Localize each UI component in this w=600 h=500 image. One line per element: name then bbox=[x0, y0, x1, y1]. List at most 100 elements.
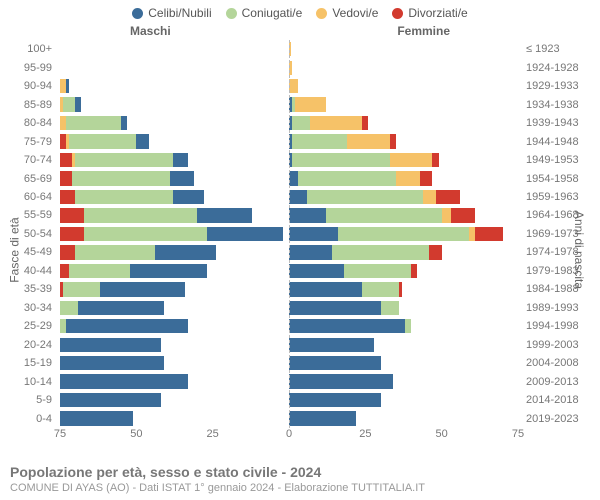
bar-segment bbox=[475, 227, 502, 241]
bar-male bbox=[60, 151, 289, 169]
birth-year-label: 1929-1933 bbox=[526, 77, 600, 95]
bar-segment bbox=[289, 374, 393, 388]
x-tick-label: 0 bbox=[286, 428, 292, 440]
bar-segment bbox=[60, 393, 161, 407]
bar-segment bbox=[289, 171, 298, 185]
bar-male bbox=[60, 206, 289, 224]
bar-segment bbox=[75, 190, 173, 204]
bar-segment bbox=[60, 171, 72, 185]
legend-swatch bbox=[132, 8, 143, 19]
bar-segment bbox=[60, 411, 133, 425]
age-label: 90-94 bbox=[0, 77, 52, 95]
age-label: 60-64 bbox=[0, 188, 52, 206]
bar-segment bbox=[289, 208, 326, 222]
y-axis-title-right: Anni di nascita bbox=[572, 211, 586, 289]
y-right-birth-labels: ≤ 19231924-19281929-19331934-19381939-19… bbox=[522, 40, 600, 428]
bar-segment bbox=[390, 134, 396, 148]
x-axis: 7550250255075 bbox=[60, 428, 518, 444]
legend-item: Celibi/Nubili bbox=[132, 6, 211, 20]
birth-year-label: 1994-1998 bbox=[526, 317, 600, 335]
bar-female bbox=[289, 188, 518, 206]
bar-segment bbox=[420, 171, 432, 185]
bar-female bbox=[289, 391, 518, 409]
bar-segment bbox=[130, 264, 206, 278]
birth-year-label: 1989-1993 bbox=[526, 299, 600, 317]
bar-female bbox=[289, 372, 518, 390]
bar-segment bbox=[60, 153, 72, 167]
bar-segment bbox=[60, 356, 164, 370]
legend-swatch bbox=[226, 8, 237, 19]
age-label: 70-74 bbox=[0, 151, 52, 169]
bar-male bbox=[60, 188, 289, 206]
bar-male bbox=[60, 40, 289, 58]
legend-item: Divorziati/e bbox=[392, 6, 467, 20]
birth-year-label: 1969-1973 bbox=[526, 225, 600, 243]
bar-segment bbox=[289, 319, 405, 333]
y-axis-title-left: Fasce di età bbox=[8, 217, 22, 282]
bar-segment bbox=[197, 208, 252, 222]
age-label: 80-84 bbox=[0, 114, 52, 132]
bar-segment bbox=[390, 153, 433, 167]
bar-female bbox=[289, 225, 518, 243]
bar-female bbox=[289, 151, 518, 169]
bar-male bbox=[60, 58, 289, 76]
birth-year-label: 1959-1963 bbox=[526, 188, 600, 206]
bar-male bbox=[60, 77, 289, 95]
bar-female bbox=[289, 336, 518, 354]
chart-subtitle: COMUNE DI AYAS (AO) - Dati ISTAT 1° genn… bbox=[10, 482, 590, 494]
bar-segment bbox=[332, 245, 430, 259]
bar-female bbox=[289, 354, 518, 372]
bar-segment bbox=[399, 282, 402, 296]
age-label: 65-69 bbox=[0, 169, 52, 187]
age-label: 20-24 bbox=[0, 336, 52, 354]
bar-segment bbox=[136, 134, 148, 148]
bar-segment bbox=[289, 79, 298, 93]
bar-female bbox=[289, 169, 518, 187]
bar-segment bbox=[60, 208, 84, 222]
bar-female bbox=[289, 299, 518, 317]
birth-year-label: 2004-2008 bbox=[526, 354, 600, 372]
bar-segment bbox=[207, 227, 283, 241]
birth-year-label: 1964-1968 bbox=[526, 206, 600, 224]
bar-female bbox=[289, 409, 518, 427]
age-label: 10-14 bbox=[0, 372, 52, 390]
age-label: 95-99 bbox=[0, 58, 52, 76]
bar-segment bbox=[442, 208, 451, 222]
bar-male bbox=[60, 372, 289, 390]
birth-year-label: 1949-1953 bbox=[526, 151, 600, 169]
legend-swatch bbox=[316, 8, 327, 19]
chart-title: Popolazione per età, sesso e stato civil… bbox=[10, 464, 590, 480]
bar-female bbox=[289, 262, 518, 280]
age-label: 0-4 bbox=[0, 409, 52, 427]
bar-segment bbox=[78, 301, 163, 315]
bar-segment bbox=[289, 245, 332, 259]
birth-year-label: 1924-1928 bbox=[526, 58, 600, 76]
bar-female bbox=[289, 317, 518, 335]
x-tick-label: 25 bbox=[359, 428, 371, 440]
bar-segment bbox=[289, 190, 307, 204]
bar-female bbox=[289, 95, 518, 113]
bar-segment bbox=[155, 245, 216, 259]
bar-segment bbox=[381, 301, 399, 315]
bar-segment bbox=[75, 245, 154, 259]
bar-male bbox=[60, 169, 289, 187]
bar-female bbox=[289, 280, 518, 298]
bar-segment bbox=[289, 411, 356, 425]
bar-segment bbox=[173, 190, 204, 204]
bar-segment bbox=[69, 264, 130, 278]
bar-male bbox=[60, 409, 289, 427]
bar-segment bbox=[60, 264, 69, 278]
bar-segment bbox=[292, 116, 310, 130]
age-label: 100+ bbox=[0, 40, 52, 58]
bar-segment bbox=[436, 190, 460, 204]
bar-female bbox=[289, 58, 518, 76]
bar-segment bbox=[60, 190, 75, 204]
bar-segment bbox=[405, 319, 411, 333]
bar-male bbox=[60, 280, 289, 298]
bar-segment bbox=[60, 374, 188, 388]
bar-male bbox=[60, 95, 289, 113]
bar-segment bbox=[411, 264, 417, 278]
bar-segment bbox=[289, 393, 381, 407]
bar-female bbox=[289, 77, 518, 95]
birth-year-label: 1979-1983 bbox=[526, 262, 600, 280]
